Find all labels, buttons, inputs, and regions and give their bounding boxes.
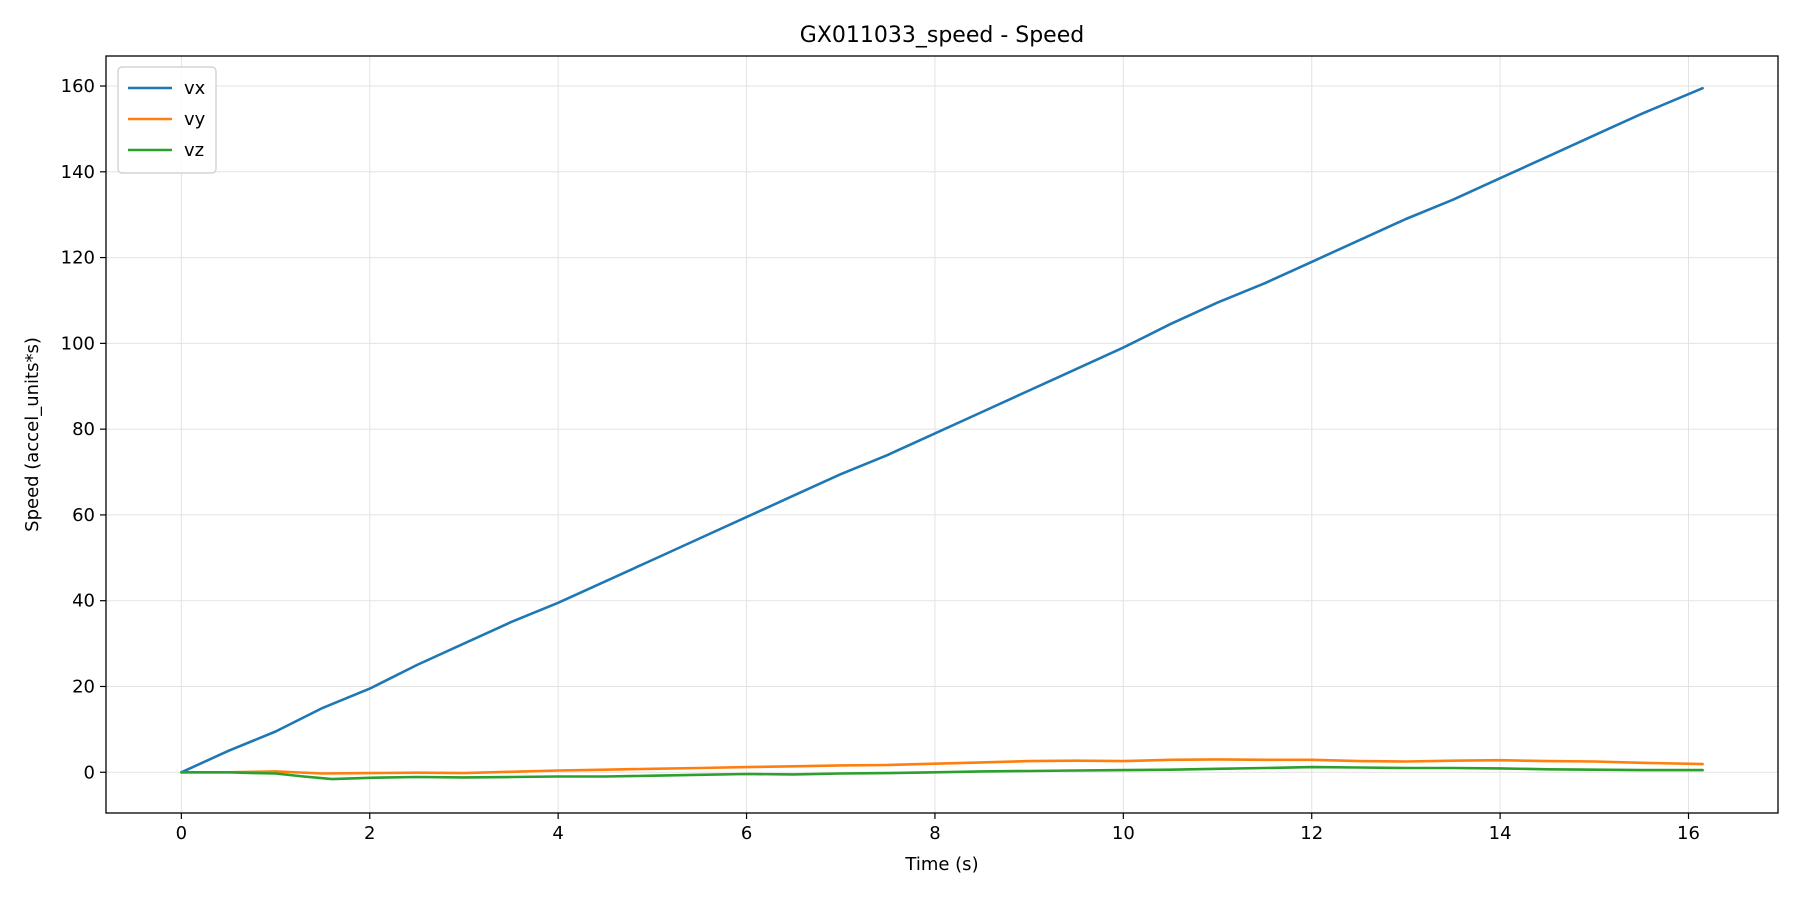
y-axis-label: Speed (accel_units*s) <box>22 337 43 532</box>
x-tick-label: 14 <box>1489 823 1512 844</box>
x-tick-label: 8 <box>929 823 940 844</box>
y-tick-label: 160 <box>61 76 95 97</box>
x-tick-label: 12 <box>1300 823 1323 844</box>
y-tick-label: 20 <box>72 676 95 697</box>
legend-label-vx: vx <box>184 78 206 99</box>
plot-frame <box>105 55 1779 814</box>
y-tick-label: 60 <box>72 505 95 526</box>
series-line-vx <box>180 86 1704 774</box>
y-tick-label: 0 <box>84 762 95 783</box>
y-tick-label: 80 <box>72 419 95 440</box>
x-tick-label: 10 <box>1112 823 1135 844</box>
series-line-vz <box>180 765 1704 781</box>
x-tick-label: 4 <box>552 823 563 844</box>
x-axis-label: Time (s) <box>904 854 978 875</box>
x-tick-label: 2 <box>364 823 375 844</box>
series-lines <box>180 86 1704 781</box>
x-tick-label: 16 <box>1677 823 1700 844</box>
legend-label-vy: vy <box>184 109 206 130</box>
y-tick-label: 120 <box>61 248 95 269</box>
x-tick-label: 0 <box>176 823 187 844</box>
y-tick-label: 40 <box>72 591 95 612</box>
series-line-vy <box>180 758 1704 775</box>
chart-title: GX011033_speed - Speed <box>800 23 1084 48</box>
y-tick-label: 140 <box>61 162 95 183</box>
y-tick-label: 100 <box>61 333 95 354</box>
legend-label-vz: vz <box>184 140 204 161</box>
x-tick-label: 6 <box>741 823 752 844</box>
legend: vx vy vz <box>117 66 217 174</box>
